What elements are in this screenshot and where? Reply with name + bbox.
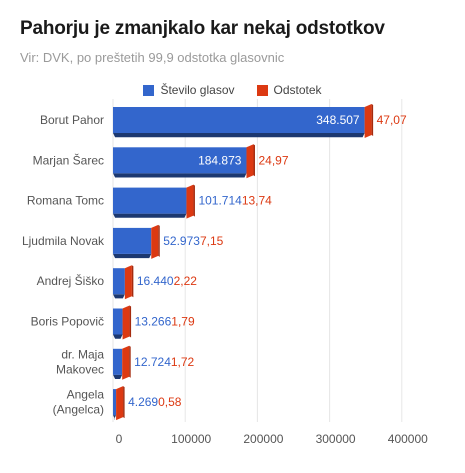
category-label: Makovec [56,362,104,376]
data-label-votes: 12.724 [134,355,171,369]
x-tick-label: 200000 [243,432,283,446]
category-label: Boris Popovič [31,315,104,329]
bar-votes [113,348,123,375]
data-label-percent: 1,72 [171,355,195,369]
legend-item-percent[interactable]: Odstotek [256,83,322,97]
bar-percent-edge [129,345,131,378]
legend-item-votes[interactable]: Število glasov [143,83,235,97]
data-label-votes: 101.714 [198,194,242,208]
category-label: Andrej Šiško [37,273,105,288]
bar-votes [113,389,117,416]
chart-legend: Število glasov Odstotek [0,83,465,97]
data-label-percent: 0,58 [158,395,182,409]
bar-percent [364,104,372,138]
data-label-votes: 16.440 [137,274,174,288]
category-label: (Angelca) [53,403,104,417]
data-label-percent: 47,07 [377,113,407,127]
data-label-votes: 348.507 [316,113,360,127]
bar-shadow [113,415,117,420]
chart-title: Pahorju je zmanjkalo kar nekaj odstotkov [20,18,385,39]
bar-shadow [113,133,365,138]
category-label: Romana Tomc [27,194,104,208]
bar-shadow [113,294,125,299]
x-tick-label: 0 [116,432,123,446]
bar-shadow [113,374,123,379]
legend-label-votes: Število glasov [160,83,235,97]
data-label-percent: 24,97 [258,153,288,167]
category-label: Borut Pahor [40,113,104,127]
bar-votes [113,187,187,214]
data-label-percent: 2,22 [174,274,198,288]
data-label-votes: 184.873 [198,153,242,167]
bar-percent-edge [193,184,195,217]
x-tick-label: 100000 [171,432,211,446]
bar-percent [122,305,130,340]
x-tick-label: 400000 [388,432,428,446]
x-tick-label: 300000 [316,432,356,446]
bar-percent-edge [253,144,255,177]
bar-votes [113,308,123,335]
bar-percent-edge [158,224,160,257]
bar-shadow [113,253,152,259]
category-label: Ljudmila Novak [22,234,105,248]
data-label-votes: 52.973 [163,234,200,248]
category-label: dr. Maja [61,347,104,361]
bar-percent [151,224,159,259]
bar-percent-edge [129,305,132,338]
data-label-votes: 13.266 [135,315,172,329]
category-label: Angela [67,388,105,402]
data-label-votes: 4.269 [128,395,158,409]
bar-votes [113,227,152,254]
bar-percent [124,265,132,300]
bar-percent-edge [131,265,134,298]
bar-votes [113,147,247,174]
bar-percent [186,184,194,219]
bar-votes [113,268,125,295]
bar-shadow [113,213,187,218]
bar-percent [122,345,130,380]
data-label-percent: 13,74 [242,194,272,208]
bar-percent-edge [123,386,125,419]
bar-percent-edge [371,104,374,136]
data-label-percent: 1,79 [171,315,195,329]
chart-subtitle: Vir: DVK, po preštetih 99,9 odstotka gla… [20,50,285,65]
legend-swatch-percent [256,84,268,96]
bar-votes [113,107,365,133]
data-label-percent: 7,15 [200,234,224,248]
bar-shadow [113,173,247,178]
bar-percent [116,386,124,421]
category-label: Marjan Šarec [33,152,104,167]
legend-label-percent: Odstotek [273,83,322,97]
legend-swatch-votes [143,84,155,96]
bar-percent [246,144,254,179]
bar-shadow [113,334,123,339]
